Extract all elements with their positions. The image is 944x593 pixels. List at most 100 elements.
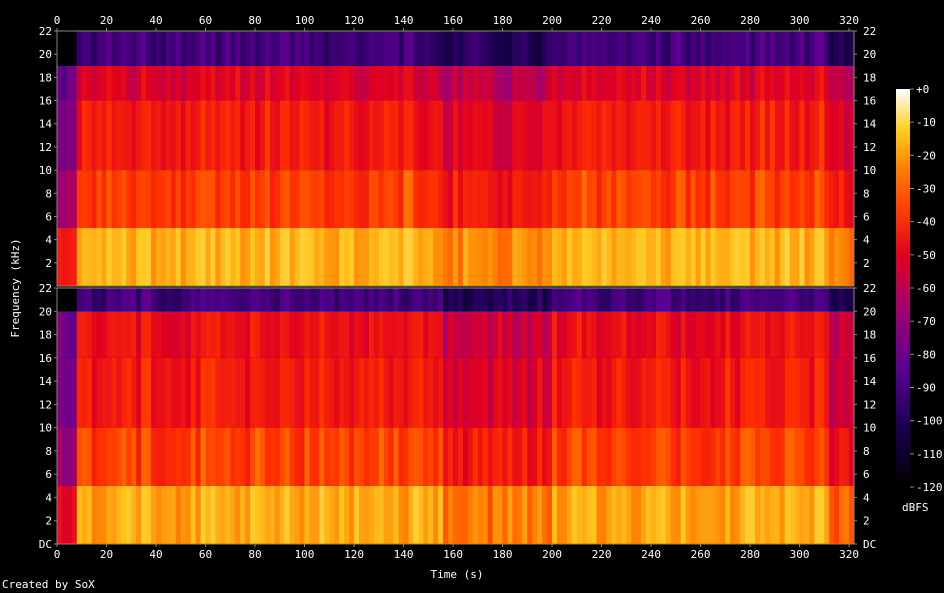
channel-2-cell: [329, 427, 335, 486]
channel-1-cell: [656, 228, 662, 286]
channel-2-cell: [571, 288, 578, 312]
channel-2-cell: [759, 357, 766, 428]
channel-1-cell: [453, 170, 459, 229]
channel-1-cell: [656, 100, 662, 170]
channel-2-cell: [106, 427, 112, 486]
channel-2-cell: [136, 311, 142, 358]
channel-2-cell: [705, 357, 711, 428]
channel-2-cell: [354, 288, 360, 312]
channel-1-cell: [725, 228, 731, 286]
channel-2-cell: [759, 427, 766, 486]
channel-1-cell: [799, 65, 805, 101]
channel-1-cell: [190, 31, 197, 66]
channel-2-cell: [250, 311, 256, 358]
channel-2-cell: [279, 311, 286, 358]
channel-1-cell: [86, 100, 93, 170]
channel-2-cell: [289, 288, 296, 312]
channel-1-cell: [497, 31, 504, 66]
channel-2-cell: [324, 288, 330, 312]
channel-1-cell: [532, 31, 538, 66]
channel-1-cell: [477, 100, 484, 170]
channel-1-cell: [497, 65, 504, 101]
channel-2-cell: [408, 288, 414, 312]
channel-2-cell: [769, 427, 776, 486]
channel-2-cell: [363, 485, 370, 544]
channel-2-cell: [235, 427, 241, 486]
x-tick-label: 280: [740, 14, 760, 27]
channel-2-cell: [571, 311, 578, 358]
channel-2-cell: [91, 357, 98, 428]
channel-2-cell: [388, 288, 395, 312]
channel-2-cell: [245, 311, 251, 358]
channel-2-cell: [656, 427, 662, 486]
channel-1-cell: [408, 100, 414, 170]
channel-1-cell: [750, 170, 756, 229]
channel-1-cell: [621, 228, 627, 286]
channel-2-cell: [66, 288, 73, 312]
channel-1-cell: [522, 65, 528, 101]
channel-1-cell: [735, 31, 741, 66]
channel-2-cell: [165, 427, 172, 486]
y-tick-label: 4: [863, 491, 870, 504]
channel-2-cell: [829, 427, 835, 486]
channel-1-cell: [433, 228, 439, 286]
channel-1-cell: [690, 65, 697, 101]
channel-2-cell: [388, 357, 395, 428]
channel-1-cell: [532, 170, 538, 229]
channel-1-cell: [725, 65, 731, 101]
channel-2-cell: [245, 485, 251, 544]
channel-1-cell: [245, 228, 251, 286]
channel-2-cell: [482, 427, 489, 486]
colorbar-ticks: +0-10-20-30-40-50-60-70-80-90-100-110-12…: [910, 83, 943, 494]
channel-1-cell: [477, 65, 484, 101]
channel-2-cell: [284, 357, 291, 428]
channel-1-cell: [165, 170, 172, 229]
channel-2-cell: [413, 427, 419, 486]
channel-1-cell: [279, 228, 286, 286]
channel-1-cell: [492, 228, 499, 286]
channel-1-cell: [403, 100, 409, 170]
channel-1-cell: [344, 65, 350, 101]
channel-1-cell: [151, 228, 157, 286]
channel-2-cell: [354, 357, 360, 428]
channel-2-cell: [839, 485, 845, 544]
channel-2-cell: [180, 311, 187, 358]
channel-2-cell: [769, 288, 776, 312]
channel-2-cell: [359, 288, 365, 312]
channel-2-cell: [136, 357, 142, 428]
channel-1-cell: [448, 170, 454, 229]
channel-1-cell: [299, 228, 306, 286]
channel-2-cell: [725, 311, 731, 358]
channel-1-cell: [626, 65, 632, 101]
channel-1-cell: [175, 31, 182, 66]
channel-2-cell: [596, 485, 603, 544]
channel-2-cell: [507, 485, 513, 544]
channel-2-cell: [111, 485, 117, 544]
channel-2-cell: [71, 311, 78, 358]
channel-1-cell: [725, 100, 731, 170]
channel-2-cell: [725, 427, 731, 486]
channel-2-cell: [636, 427, 642, 486]
channel-2-cell: [680, 311, 687, 358]
channel-1-cell: [502, 65, 508, 101]
channel-1-cell: [269, 170, 276, 229]
channel-2-cell: [121, 485, 127, 544]
channel-1-cell: [373, 31, 380, 66]
channel-1-cell: [819, 65, 825, 101]
channel-1-cell: [547, 31, 553, 66]
y-tick-label: 20: [39, 305, 52, 318]
channel-2-cell: [725, 357, 731, 428]
channel-1-cell: [705, 65, 711, 101]
channel-1-cell: [789, 228, 796, 286]
channel-2-cell: [403, 357, 409, 428]
channel-1-cell: [106, 170, 112, 229]
channel-2-cell: [631, 357, 637, 428]
x-tick-label: 160: [443, 14, 463, 27]
channel-1-cell: [388, 31, 395, 66]
channel-1-cell: [284, 65, 291, 101]
channel-1-cell: [566, 228, 573, 286]
channel-1-cell: [161, 31, 167, 66]
channel-2-cell: [66, 311, 73, 358]
channel-1-cell: [383, 228, 390, 286]
channel-2-cell: [809, 485, 815, 544]
